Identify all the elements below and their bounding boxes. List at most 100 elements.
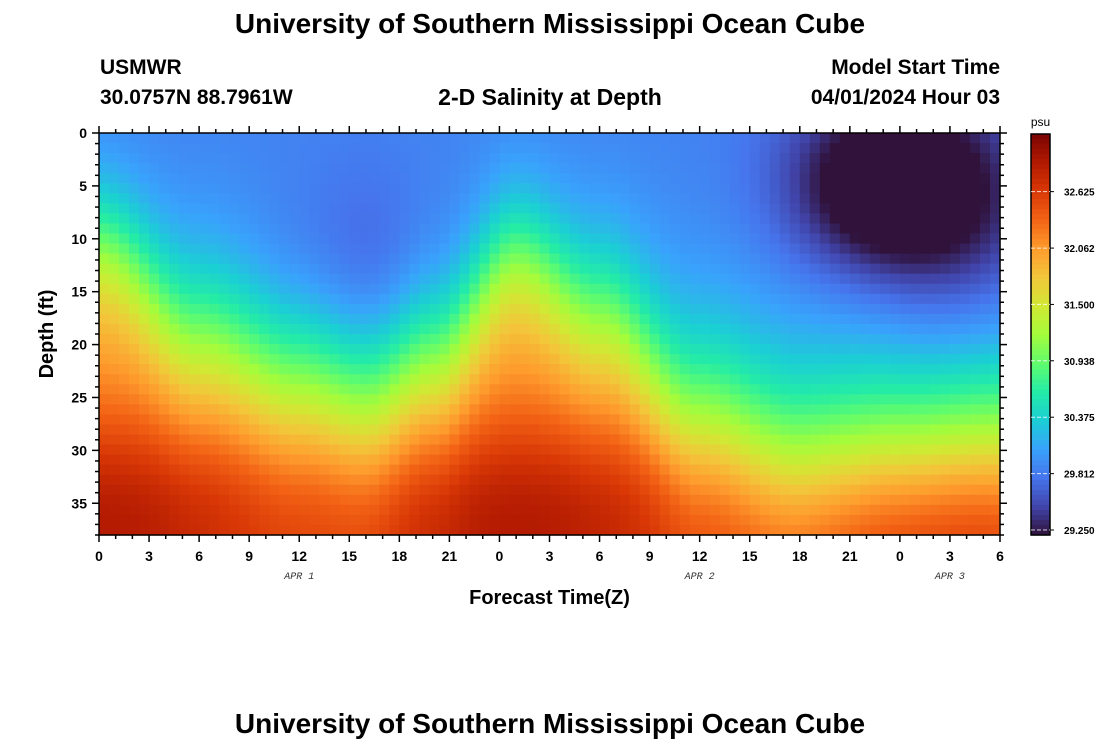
heatmap-cell bbox=[989, 233, 1001, 245]
heatmap-cell bbox=[469, 514, 481, 526]
heatmap-cell bbox=[739, 303, 751, 315]
date-label: APR 3 bbox=[934, 572, 965, 583]
heatmap-cell bbox=[229, 524, 240, 536]
heatmap-cell bbox=[219, 223, 230, 235]
heatmap-cell bbox=[789, 193, 801, 204]
heatmap-cell bbox=[629, 464, 641, 476]
heatmap-cell bbox=[929, 153, 941, 164]
heatmap-cell bbox=[249, 464, 260, 476]
heatmap-cell bbox=[279, 394, 290, 405]
heatmap-cell bbox=[729, 374, 741, 385]
heatmap-cell bbox=[149, 514, 160, 526]
heatmap-cell bbox=[139, 464, 150, 476]
heatmap-cell bbox=[289, 514, 300, 526]
heatmap-cell bbox=[179, 133, 190, 144]
heatmap-cell bbox=[419, 283, 430, 295]
heatmap-cell bbox=[759, 283, 771, 295]
heatmap-cell bbox=[379, 323, 390, 335]
heatmap-cell bbox=[519, 163, 531, 174]
heatmap-cell bbox=[639, 203, 651, 214]
heatmap-cell bbox=[639, 313, 651, 325]
heatmap-cell bbox=[159, 374, 170, 385]
heatmap-cell bbox=[319, 243, 330, 255]
heatmap-cell bbox=[139, 323, 150, 335]
heatmap-cell bbox=[429, 394, 440, 405]
heatmap-cell bbox=[279, 514, 290, 526]
heatmap-cell bbox=[439, 524, 450, 536]
heatmap-cell bbox=[199, 323, 210, 335]
heatmap-cell bbox=[729, 133, 741, 144]
heatmap-cell bbox=[989, 374, 1001, 385]
heatmap-cell bbox=[839, 354, 851, 365]
heatmap-cell bbox=[129, 364, 140, 375]
heatmap-cell bbox=[879, 263, 891, 275]
heatmap-cell bbox=[279, 233, 290, 245]
heatmap-cell bbox=[919, 384, 931, 395]
heatmap-cell bbox=[989, 263, 1001, 275]
heatmap-cell bbox=[909, 344, 921, 355]
heatmap-cell bbox=[319, 354, 330, 365]
heatmap-cell bbox=[399, 364, 410, 375]
colorbar-swatch bbox=[1031, 519, 1050, 526]
heatmap-cell bbox=[109, 524, 120, 536]
heatmap-cell bbox=[679, 424, 691, 436]
heatmap-cell bbox=[439, 334, 450, 345]
heatmap-cell bbox=[489, 233, 501, 245]
heatmap-cell bbox=[409, 303, 420, 315]
heatmap-cell bbox=[189, 384, 200, 395]
heatmap-cell bbox=[959, 514, 971, 526]
heatmap-cell bbox=[559, 173, 571, 184]
heatmap-cell bbox=[379, 143, 390, 154]
heatmap-cell bbox=[529, 434, 541, 446]
heatmap-cell bbox=[189, 133, 200, 144]
heatmap-cell bbox=[149, 163, 160, 174]
heatmap-cell bbox=[599, 504, 611, 516]
heatmap-cell bbox=[469, 424, 481, 436]
heatmap-cell bbox=[99, 394, 110, 405]
colorbar-swatch bbox=[1031, 274, 1050, 280]
heatmap-cell bbox=[429, 323, 440, 335]
heatmap-cell bbox=[599, 233, 611, 245]
heatmap-cell bbox=[329, 233, 340, 245]
heatmap-cell bbox=[679, 464, 691, 476]
heatmap-cell bbox=[899, 424, 911, 436]
heatmap-cell bbox=[829, 504, 841, 516]
heatmap-cell bbox=[719, 404, 731, 415]
heatmap-cell bbox=[159, 153, 170, 164]
heatmap-cell bbox=[489, 203, 501, 214]
heatmap-cell bbox=[289, 293, 300, 305]
heatmap-cell bbox=[909, 243, 921, 255]
colorbar-swatch bbox=[1031, 174, 1050, 180]
heatmap-cell bbox=[169, 374, 180, 385]
heatmap-cell bbox=[479, 374, 491, 385]
heatmap-cell bbox=[249, 323, 260, 335]
heatmap-cell bbox=[229, 183, 240, 194]
heatmap-cell bbox=[369, 434, 380, 446]
heatmap-cell bbox=[119, 414, 130, 426]
heatmap-cell bbox=[519, 203, 531, 214]
heatmap-cell bbox=[459, 263, 471, 275]
heatmap-cell bbox=[279, 494, 290, 506]
heatmap-cell bbox=[889, 173, 901, 184]
heatmap-cell bbox=[509, 263, 521, 275]
heatmap-cell bbox=[589, 133, 601, 144]
heatmap-cell bbox=[939, 524, 951, 536]
heatmap-cell bbox=[929, 334, 941, 345]
heatmap-cell bbox=[769, 404, 781, 415]
heatmap-cell bbox=[279, 454, 290, 466]
heatmap-cell bbox=[459, 183, 471, 194]
heatmap-cell bbox=[969, 273, 981, 285]
heatmap-cell bbox=[409, 163, 420, 174]
heatmap-cell bbox=[659, 404, 671, 415]
heatmap-cell bbox=[849, 494, 861, 506]
heatmap-cell bbox=[709, 404, 721, 415]
heatmap-cell bbox=[519, 524, 531, 536]
heatmap-cell bbox=[909, 334, 921, 345]
heatmap-cell bbox=[469, 364, 481, 375]
heatmap-cell bbox=[659, 133, 671, 144]
heatmap-cell bbox=[359, 233, 370, 245]
heatmap-cell bbox=[719, 474, 731, 486]
heatmap-cell bbox=[869, 243, 881, 255]
heatmap-cell bbox=[149, 253, 160, 265]
heatmap-cell bbox=[259, 313, 270, 325]
